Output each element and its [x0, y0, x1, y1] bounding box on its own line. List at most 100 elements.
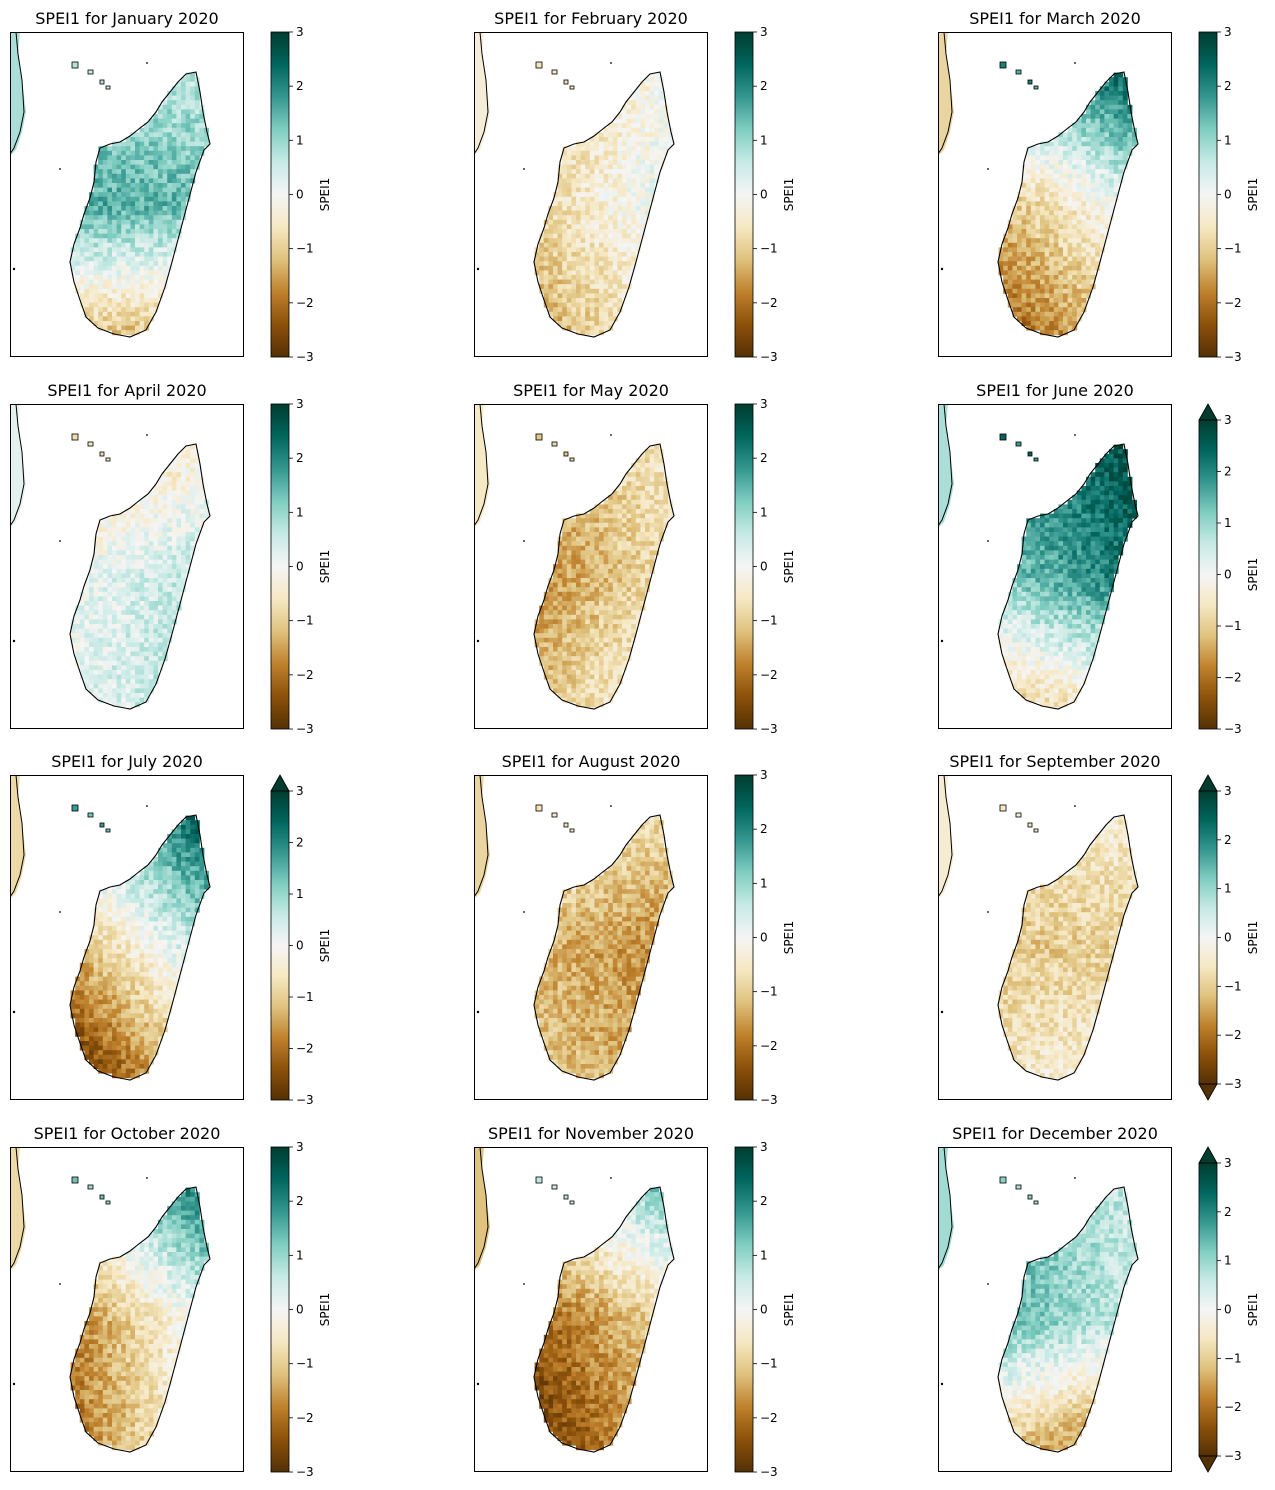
grid-cell — [1063, 270, 1068, 276]
grid-cell — [185, 109, 191, 115]
grid-cell — [1030, 265, 1036, 271]
grid-cell — [116, 219, 122, 225]
grid-cell — [622, 146, 627, 152]
grid-cell — [130, 591, 136, 597]
grid-cell — [599, 298, 604, 303]
grid-cell — [135, 137, 140, 142]
grid-cell — [1076, 284, 1082, 290]
grid-cell — [139, 541, 145, 547]
grid-cell — [139, 196, 145, 202]
grid-cell — [1053, 224, 1059, 230]
grid-cell — [121, 141, 127, 147]
grid-cell — [167, 238, 173, 244]
grid-cell — [112, 688, 117, 694]
grid-cell — [148, 201, 154, 207]
grid-cell — [148, 513, 154, 519]
grid-cell — [1109, 137, 1114, 142]
grid-cell — [116, 550, 122, 556]
grid-cell — [194, 86, 200, 92]
grid-cell — [194, 486, 200, 491]
grid-cell — [153, 674, 159, 680]
grid-cell — [1021, 311, 1027, 317]
grid-cell — [1090, 109, 1096, 115]
grid-cell — [148, 656, 154, 662]
grid-cell — [548, 610, 554, 616]
grid-cell — [580, 252, 586, 257]
grid-cell — [576, 573, 581, 579]
grid-cell — [194, 504, 200, 510]
grid-cell — [603, 127, 609, 133]
grid-cell — [135, 187, 140, 193]
grid-cell — [617, 633, 623, 639]
grid-cell — [102, 633, 108, 639]
grid-cell — [171, 215, 177, 221]
grid-cell — [594, 146, 600, 152]
grid-cell — [181, 104, 186, 110]
grid-cell — [631, 527, 637, 533]
grid-cell — [654, 100, 660, 106]
grid-cell — [566, 316, 572, 322]
grid-cell — [112, 196, 117, 202]
grid-cell — [534, 252, 540, 257]
grid-cell — [594, 522, 600, 528]
grid-cell — [580, 311, 586, 317]
grid-cell — [176, 490, 182, 496]
grid-cell — [199, 146, 205, 152]
grid-cell — [98, 178, 104, 184]
grid-cell — [112, 284, 117, 290]
grid-cell — [645, 109, 650, 115]
grid-cell — [640, 169, 646, 175]
grid-cell — [543, 605, 549, 611]
grid-cell — [1095, 150, 1101, 156]
grid-cell — [576, 619, 581, 625]
grid-cell — [93, 559, 99, 565]
grid-cell — [649, 178, 655, 184]
grid-cell — [608, 564, 614, 570]
grid-cell — [171, 201, 177, 207]
grid-cell — [534, 642, 540, 648]
grid-cell — [1099, 137, 1105, 142]
grid-cell — [121, 275, 127, 280]
grid-cell — [185, 463, 191, 468]
grid-cell — [112, 321, 117, 326]
grid-cell — [1076, 233, 1082, 239]
grid-cell — [185, 486, 191, 491]
grid-cell — [617, 642, 623, 648]
grid-cell — [617, 183, 623, 188]
grid-cell — [635, 596, 641, 602]
grid-cell — [144, 679, 150, 685]
grid-cell — [566, 288, 572, 294]
grid-cell — [626, 490, 632, 496]
grid-cell — [1007, 242, 1013, 248]
grid-cell — [1081, 215, 1087, 221]
grid-cell — [125, 578, 131, 583]
grid-cell — [148, 265, 154, 271]
grid-cell — [548, 596, 554, 602]
grid-cell — [1090, 275, 1096, 280]
grid-cell — [148, 127, 154, 133]
grid-cell — [608, 610, 614, 616]
grid-cell — [116, 316, 122, 322]
grid-cell — [135, 325, 140, 331]
grid-cell — [1076, 247, 1082, 253]
grid-cell — [548, 293, 554, 299]
grid-cell — [158, 555, 163, 560]
grid-cell — [194, 81, 200, 87]
grid-cell — [626, 155, 632, 161]
grid-cell — [585, 596, 591, 602]
grid-cell — [135, 219, 140, 225]
grid-cell — [1118, 114, 1124, 119]
grid-cell — [79, 665, 85, 671]
grid-cell — [557, 647, 563, 652]
grid-cell — [1063, 160, 1068, 165]
grid-cell — [199, 518, 205, 524]
grid-cell — [1109, 91, 1114, 96]
grid-cell — [1127, 150, 1133, 156]
africa-coastline — [938, 32, 953, 155]
grid-cell — [557, 178, 563, 184]
grid-cell — [1076, 242, 1082, 248]
grid-cell — [112, 559, 117, 565]
grid-cell — [121, 284, 127, 290]
grid-cell — [539, 242, 545, 248]
grid-cell — [130, 614, 136, 620]
